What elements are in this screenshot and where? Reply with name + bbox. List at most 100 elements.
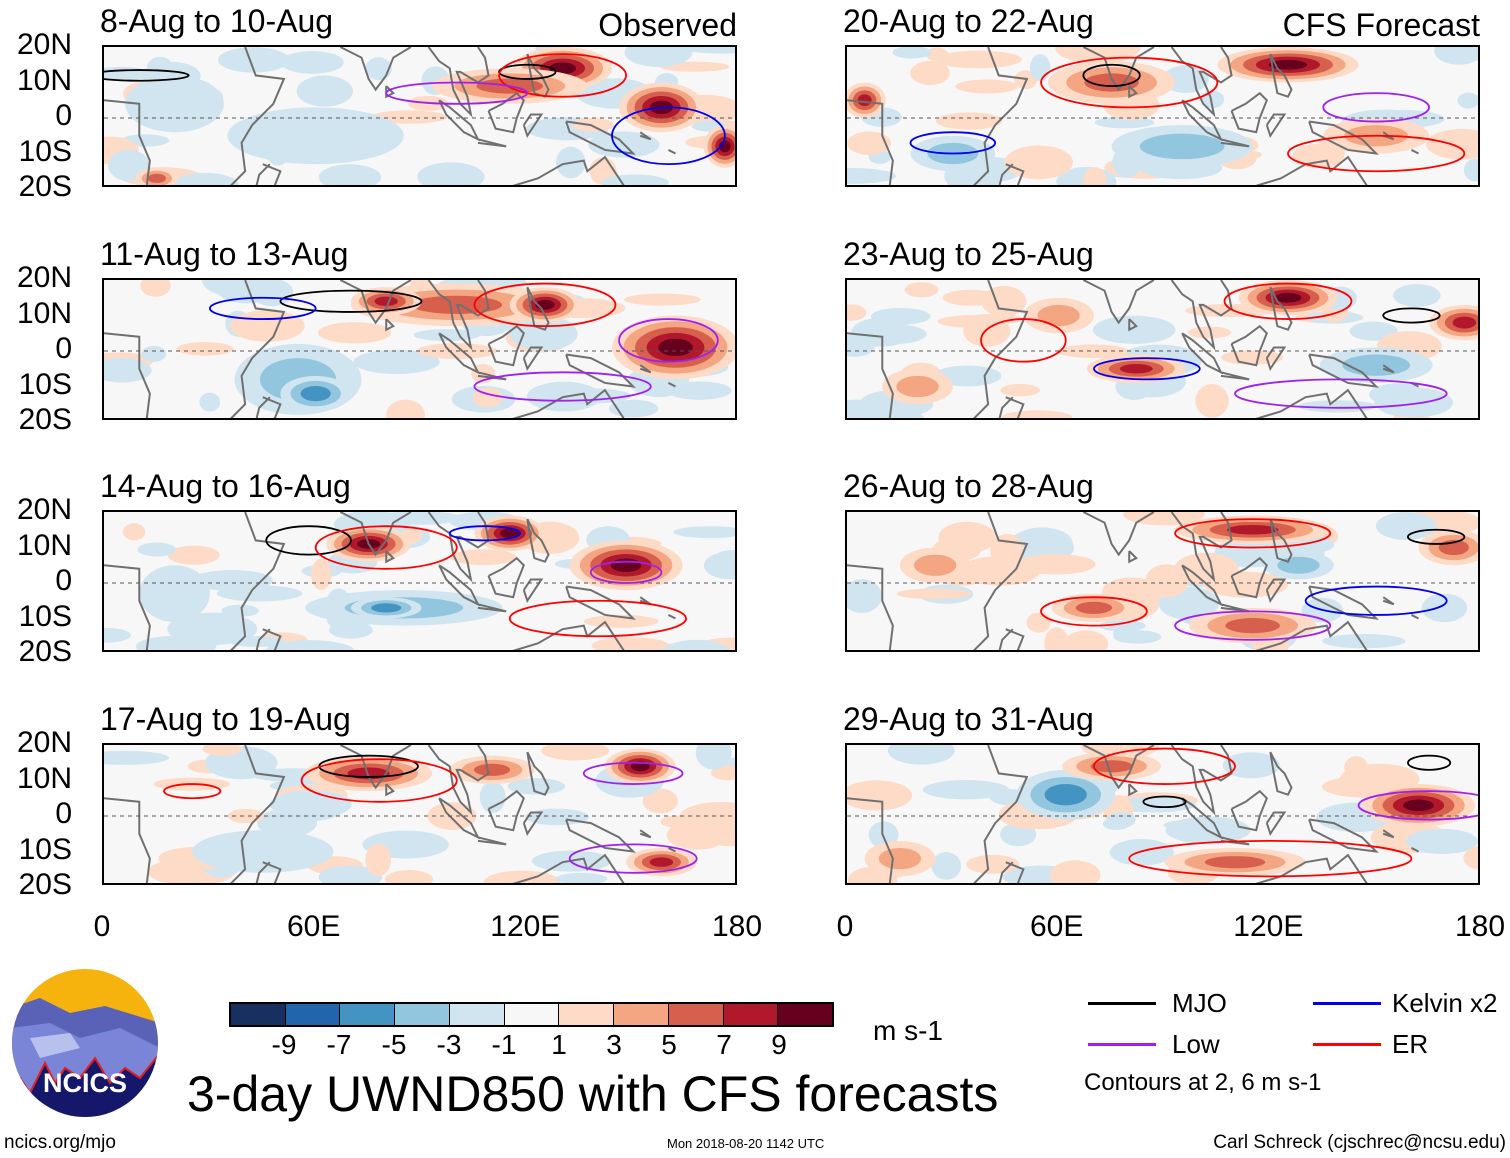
field-shade — [1004, 145, 1073, 180]
coastline — [973, 512, 1029, 650]
coastline — [998, 163, 1014, 185]
coastline — [639, 364, 652, 374]
colorbar-swatch — [668, 1004, 724, 1025]
field-shade — [847, 304, 867, 321]
wave-contour — [473, 371, 652, 402]
wind-anomaly-shade — [371, 603, 402, 613]
field-shade — [1002, 410, 1073, 418]
wave-contour — [1234, 378, 1448, 409]
field-shade — [1057, 344, 1129, 358]
field-shade — [847, 131, 892, 155]
lat-tick-label: 20S — [18, 170, 72, 203]
colorbar-label: -5 — [381, 1029, 407, 1060]
coastline — [1308, 585, 1379, 620]
wind-anomaly-shade — [914, 554, 957, 576]
coastline — [385, 318, 395, 332]
field-shade — [265, 640, 355, 650]
coastline — [255, 163, 271, 185]
colorbar-label: 3 — [606, 1029, 622, 1060]
wind-anomaly-shade — [1403, 799, 1434, 812]
field-shade — [591, 637, 670, 650]
legend-line-mjo — [1088, 1002, 1156, 1005]
lon-tick-label: 120E — [490, 910, 561, 943]
wind-anomaly-shade — [658, 338, 693, 357]
coastline — [477, 603, 507, 613]
lat-tick-label: 10N — [16, 63, 72, 97]
coastline — [973, 47, 1029, 185]
wind-map-panel — [845, 510, 1480, 652]
coastline — [385, 550, 395, 564]
colorbar — [229, 1002, 834, 1027]
wave-contour — [582, 761, 684, 785]
wave-contour — [265, 525, 352, 556]
wave-contour — [1407, 528, 1466, 545]
field-shade — [365, 843, 392, 877]
wind-anomaly-shade — [473, 763, 511, 776]
wave-contour — [1304, 585, 1448, 616]
coastline — [1410, 847, 1419, 853]
coastline — [565, 120, 636, 155]
coastline — [487, 789, 525, 832]
wind-anomaly-shade — [139, 565, 210, 623]
field-shade — [847, 579, 882, 613]
colorbar-units: m s-1 — [873, 1015, 943, 1046]
coastline — [1181, 332, 1224, 375]
field-shade — [624, 293, 701, 306]
legend-label-low: Low — [1172, 1029, 1220, 1059]
field-shade — [624, 47, 693, 68]
coastline — [1308, 353, 1379, 388]
wave-contour — [279, 289, 423, 313]
field-shade — [1092, 315, 1176, 345]
coastline — [973, 280, 1029, 418]
field-shade — [1029, 54, 1051, 82]
coastline — [639, 829, 652, 839]
wave-contour — [568, 843, 698, 874]
coastline — [104, 564, 151, 650]
coastline — [847, 564, 894, 650]
field-shade — [104, 627, 131, 643]
contour-note: Contours at 2, 6 m s-1 — [1084, 1069, 1322, 1096]
field-shade — [666, 820, 728, 850]
wave-contour — [1174, 518, 1332, 549]
coastline — [230, 745, 286, 883]
lat-tick-label: 10S — [18, 134, 72, 168]
wave-contour — [1223, 282, 1353, 320]
lat-tick-label: 10S — [18, 599, 72, 633]
coastline — [1128, 550, 1138, 564]
field-shade — [847, 168, 897, 184]
coastline — [667, 149, 676, 155]
colorbar-swatch — [449, 1004, 505, 1025]
colorbar-label: 9 — [771, 1029, 787, 1060]
coastline — [1128, 783, 1138, 797]
legend-line-low — [1088, 1043, 1156, 1046]
field-shade — [484, 870, 561, 883]
field-shade — [870, 307, 931, 325]
coastline — [104, 99, 151, 185]
field-shade — [618, 176, 642, 185]
coastline — [1230, 91, 1268, 134]
field-shade — [280, 50, 344, 74]
field-shade — [1195, 384, 1229, 418]
field-shade — [450, 549, 517, 566]
legend-label-er: ER — [1392, 1029, 1429, 1059]
wave-contour — [611, 106, 726, 166]
coastline — [339, 47, 412, 92]
coastline — [230, 47, 286, 185]
coastline — [512, 620, 625, 650]
colorbar-swatch — [559, 1004, 615, 1025]
wave-contour — [909, 131, 997, 155]
field-shade — [1000, 383, 1040, 397]
coastline — [1382, 829, 1395, 839]
field-shade — [1405, 828, 1478, 855]
field-shade — [199, 392, 221, 412]
panel-title: 14-Aug to 16-Aug — [100, 468, 351, 504]
panel-title: 8-Aug to 10-Aug — [100, 3, 334, 39]
colorbar-label: -9 — [271, 1029, 297, 1060]
wave-contour — [300, 758, 458, 803]
lon-tick-label: 60E — [1029, 910, 1084, 943]
field-shade — [318, 322, 392, 344]
colorbar-swatch — [778, 1004, 833, 1025]
footer-url[interactable]: ncics.org/mjo — [4, 1132, 116, 1153]
field-shade — [875, 320, 897, 340]
wave-contour — [1287, 134, 1466, 173]
